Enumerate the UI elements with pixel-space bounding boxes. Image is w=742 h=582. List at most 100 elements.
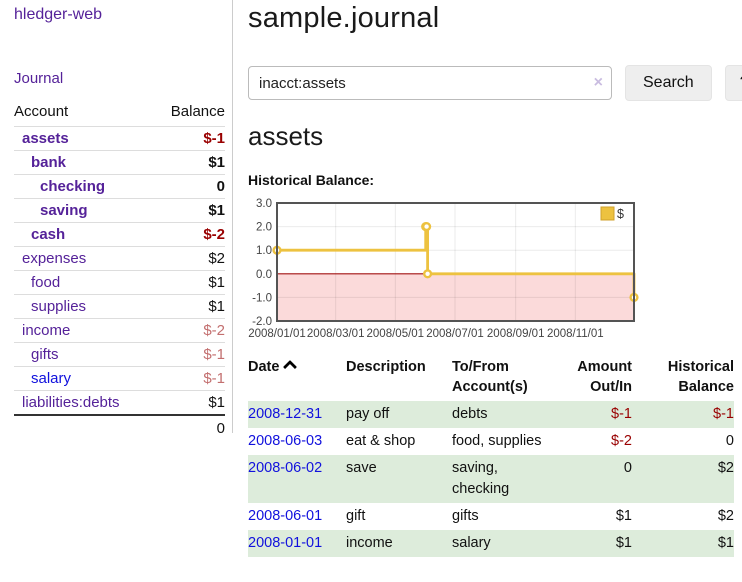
chart-legend-swatch: [600, 206, 615, 221]
transaction-date-cell: 2008-12-31: [248, 401, 346, 428]
account-balance: 0: [153, 174, 225, 199]
chart-x-tick-label: 2008/03/01: [307, 328, 365, 340]
account-row: gifts $-1: [14, 342, 225, 367]
account-balance: $1: [153, 294, 225, 319]
transaction-description-cell: save: [346, 460, 377, 477]
chart-y-tick-label: -1.0: [252, 292, 272, 304]
account-link-saving[interactable]: saving: [40, 202, 88, 219]
account-row: food $1: [14, 270, 225, 295]
search-form: × Search ?: [248, 65, 742, 101]
account-link-assets[interactable]: assets: [22, 130, 69, 147]
account-link-food[interactable]: food: [31, 274, 61, 291]
register-header-date[interactable]: Date: [248, 356, 346, 401]
account-balance: $2: [153, 246, 225, 271]
account-link-bank[interactable]: bank: [31, 154, 67, 171]
register-header-accounts[interactable]: To/From Account(s): [452, 356, 560, 401]
chart-title: Historical Balance:: [248, 172, 375, 188]
register-header-label: Historical Balance: [667, 359, 734, 395]
account-row: income $-2: [14, 318, 225, 343]
accounts-table: Account Balance assets $-1 bank $1 checking 0…: [14, 100, 225, 441]
account-heading: assets: [248, 121, 324, 151]
account-balance: $1: [153, 390, 225, 415]
account-link-gifts[interactable]: gifts: [31, 346, 59, 363]
account-row: cash $-2: [14, 222, 225, 247]
chart-plot-border: [276, 202, 635, 322]
transaction-date-link[interactable]: 2008-12-31: [248, 406, 323, 423]
chart-x-tick-label: 2008/07/01: [426, 328, 484, 340]
account-row: salary $-1: [14, 366, 225, 391]
account-row: saving $1: [14, 198, 225, 223]
transaction-description-cell: eat & shop: [346, 433, 416, 450]
chart-x-tick-label: 2008/09/01: [487, 328, 545, 340]
account-row: assets $-1: [14, 126, 225, 151]
accounts-total-value: 0: [153, 414, 225, 441]
account-link-salary[interactable]: salary: [31, 370, 72, 387]
register-header-label: Description: [346, 359, 426, 375]
account-name-cell: expenses: [14, 246, 154, 271]
chart-x-tick-label: 2008/11/01: [547, 328, 604, 340]
register-header-label: To/From Account(s): [452, 359, 528, 395]
register-header-label: Amount Out/In: [577, 359, 632, 395]
account-link-expenses[interactable]: expenses: [22, 250, 87, 267]
transaction-accounts-cell: food, supplies: [452, 433, 542, 450]
search-input-wrap: ×: [248, 66, 612, 100]
search-button[interactable]: Search: [625, 65, 712, 101]
account-name-cell: income: [14, 318, 154, 343]
transaction-balance-cell: 0: [725, 433, 734, 450]
sidebar-item-journal[interactable]: Journal: [14, 70, 64, 87]
register-header-amount[interactable]: Amount Out/In: [560, 356, 640, 401]
account-link-liabilities-debts[interactable]: liabilities:debts: [22, 394, 120, 411]
transaction-row: 2008-06-03 eat & shop food, supplies $-2 0: [248, 428, 734, 455]
accounts-total-row: 0: [14, 414, 225, 441]
account-name-cell: checking: [14, 174, 154, 199]
account-link-income[interactable]: income: [22, 322, 71, 339]
account-name-cell: assets: [14, 126, 154, 151]
chart-x-tick-label: 2008/01/01: [248, 328, 306, 340]
account-balance: $-1: [153, 126, 225, 151]
register-table: Date Description To/From Account(s) Amount …: [248, 356, 734, 558]
account-row: checking 0: [14, 174, 225, 199]
transaction-amount-cell: 0: [623, 460, 632, 477]
chart-x-tick-label: 2008/05/01: [367, 328, 425, 340]
account-name-cell: liabilities:debts: [14, 390, 154, 415]
app-title-link[interactable]: hledger-web: [14, 6, 103, 23]
page-title: sample.journal: [248, 2, 440, 34]
chart-y-tick-label: 0.0: [256, 269, 272, 281]
sort-ascending-icon: [283, 359, 298, 375]
account-balance: $1: [153, 198, 225, 223]
account-link-supplies[interactable]: supplies: [31, 298, 87, 315]
transaction-accounts-cell: saving, checking: [452, 460, 510, 498]
chart-negative-region: [277, 273, 634, 321]
transaction-balance-cell: $-1: [713, 406, 734, 423]
chart-data-point: [423, 269, 433, 279]
accounts-header-balance: Balance: [170, 103, 225, 120]
transaction-date-cell: 2008-01-01: [248, 530, 346, 557]
account-balance: $1: [153, 270, 225, 295]
transaction-description-cell: gift: [346, 508, 366, 525]
transaction-row: 2008-01-01 income salary $1 $1: [248, 530, 734, 558]
transaction-date-link[interactable]: 2008-06-02: [248, 460, 323, 477]
transaction-date-link[interactable]: 2008-06-01: [248, 508, 323, 525]
transaction-date-link[interactable]: 2008-06-03: [248, 433, 323, 450]
transaction-accounts-cell: gifts: [452, 508, 479, 525]
account-link-cash[interactable]: cash: [31, 226, 66, 243]
transaction-balance-cell: $2: [717, 508, 734, 525]
register-header-balance[interactable]: Historical Balance: [640, 356, 734, 401]
register-header-label: Date: [248, 359, 280, 375]
help-button[interactable]: ?: [724, 65, 742, 101]
register-header-description[interactable]: Description: [346, 356, 452, 401]
search-input[interactable]: [248, 66, 612, 100]
transaction-amount-cell: $1: [615, 508, 632, 525]
transaction-balance-cell: $2: [717, 460, 734, 477]
account-name-cell: gifts: [14, 342, 154, 367]
transaction-accounts-cell: debts: [452, 406, 488, 423]
account-name-cell: saving: [14, 198, 154, 223]
account-name-cell: cash: [14, 222, 154, 247]
account-link-checking[interactable]: checking: [40, 178, 106, 195]
main-content: sample.journal × Search ? assets Histori…: [248, 0, 742, 558]
account-name-cell: salary: [14, 366, 154, 391]
transaction-date-link[interactable]: 2008-01-01: [248, 535, 323, 552]
chart-y-tick-label: -2.0: [252, 316, 272, 328]
clear-search-icon[interactable]: ×: [593, 74, 603, 91]
transaction-date-cell: 2008-06-02: [248, 455, 346, 503]
